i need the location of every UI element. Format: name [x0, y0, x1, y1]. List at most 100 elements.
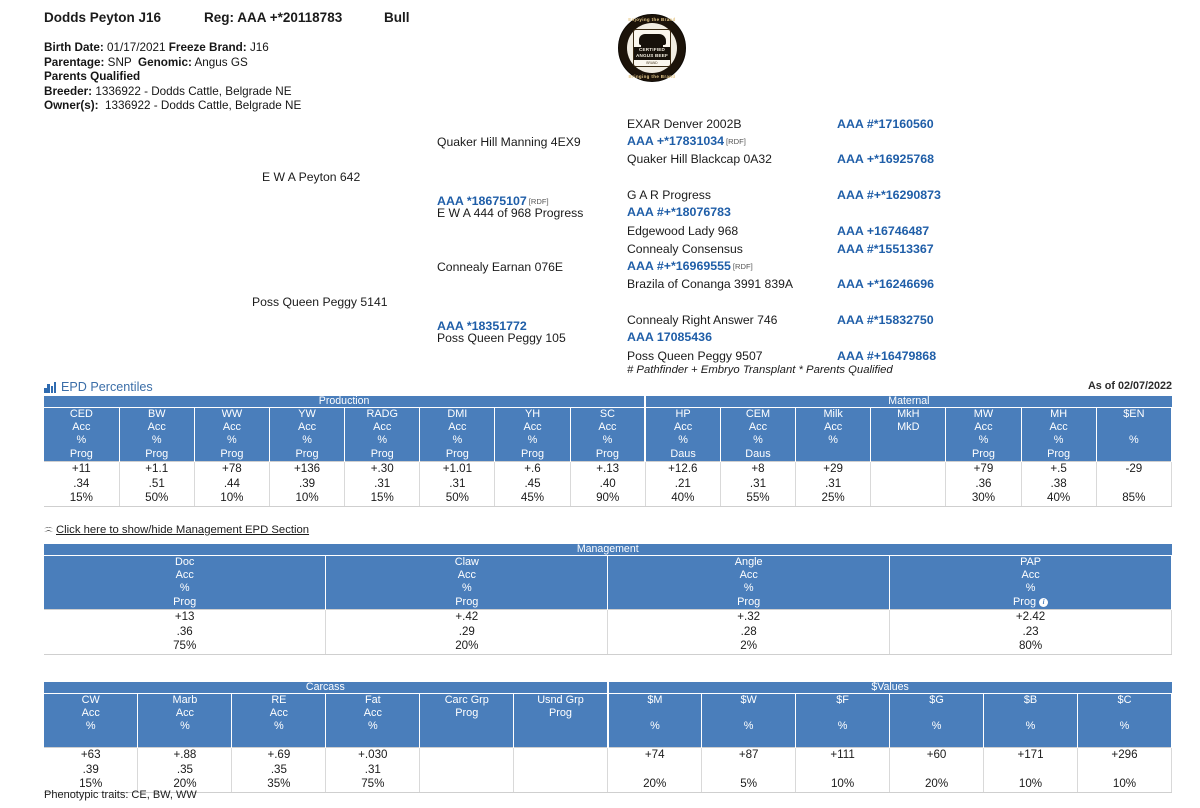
column-header-line [1097, 421, 1171, 434]
data-cell--w: +87 5% [701, 746, 797, 794]
data-value: +.42 [455, 609, 479, 623]
animal-registration: Reg: AAA +*20118783 [204, 10, 343, 25]
data-value: +29 [823, 461, 843, 475]
column-header-line: % [76, 434, 87, 447]
column-header-bw: BW Acc% Prog [119, 407, 195, 462]
column-header-line: $M [647, 694, 663, 706]
column-header-line: CEM [745, 408, 771, 420]
column-header-line [420, 720, 513, 733]
as-of-date: As of 02/07/2022 [1087, 380, 1172, 392]
column-header-line [1078, 707, 1171, 720]
column-header-line: YW [298, 408, 316, 420]
pedigree-great-registration[interactable]: AAA #*15832750 [837, 313, 934, 327]
column-header-line: % [1025, 582, 1036, 595]
data-cell--c: +296 10% [1077, 746, 1173, 794]
pedigree-great-registration[interactable]: AAA +*16925768 [837, 152, 935, 166]
column-header--b: $B % [983, 693, 1078, 748]
data-value [1078, 763, 1171, 778]
column-header-line: % [931, 720, 942, 733]
data-value [871, 491, 945, 506]
pedigree-great-name: Poss Queen Peggy 9507 [627, 349, 763, 363]
column-header-line: $G [929, 694, 944, 706]
pedigree-legend: # Pathfinder + Embryo Transplant * Paren… [627, 364, 893, 376]
pedigree-ancestor-registration[interactable]: AAA *18675107 [RDF] [437, 194, 549, 208]
column-header-line: WW [221, 408, 243, 420]
data-value: .21 [674, 476, 691, 490]
pedigree-great-registration[interactable]: AAA #*15513367 [837, 242, 934, 256]
pedigree-ancestor-name: E W A 444 of 968 Progress [437, 206, 584, 220]
data-value: .35 [270, 762, 287, 776]
column-header-line: $C [1117, 694, 1132, 706]
column-header-ced: CED Acc% Prog [44, 407, 120, 462]
data-value: 75% [173, 639, 197, 653]
pedigree-great-name: EXAR Denver 2002B [627, 117, 742, 131]
pedigree-grandparent-registration[interactable]: AAA #+*16969555 [RDF] [627, 259, 753, 273]
column-header-line [232, 734, 325, 747]
pedigree-grandparent-registration[interactable]: AAA +*17831034 [RDF] [627, 134, 746, 148]
data-cell--en: -29 85% [1096, 460, 1173, 508]
table-group-label: $Values [607, 682, 1172, 694]
data-value: +111 [830, 747, 855, 761]
table-header-row: Doc Acc% Prog Claw Acc% Prog Angle Acc% Prog PAP A… [44, 555, 1172, 610]
table-group-row: Carcass $Values [44, 682, 1172, 694]
pedigree-grandparent-registration[interactable]: AAA #+*18076783 [627, 205, 731, 219]
pedigree-ancestor-name: Connealy Earnan 076E [437, 260, 564, 274]
pedigree-great-registration[interactable]: AAA #+*16290873 [837, 188, 941, 202]
data-value: .31 [825, 476, 842, 490]
data-value: 20% [455, 639, 479, 653]
pedigree-great-name: Edgewood Lady 968 [627, 224, 739, 238]
data-value: +136 [293, 461, 321, 475]
pedigree-great-registration[interactable]: AAA #+16479868 [837, 349, 937, 363]
data-value: .36 [975, 476, 992, 490]
pedigree-ancestor-name: Poss Queen Peggy 5141 [252, 295, 388, 309]
logo-band: CERTIFIED ANGUS BEEF [634, 47, 670, 60]
column-header-line: % [227, 434, 237, 447]
column-header-cem: CEM Acc% Daus [720, 407, 797, 462]
pedigree-grandparent-registration[interactable]: AAA 17085436 [627, 330, 712, 344]
info-icon[interactable]: i [1039, 597, 1049, 607]
column-header-line [890, 734, 983, 747]
data-value [984, 763, 1077, 778]
column-header-line: Acc [147, 421, 166, 434]
data-cell--f: +111 10% [795, 746, 891, 794]
table-row: +63.39 15% +.88.35 20% +.69.35 35% +.030.31 75%… [44, 746, 1173, 794]
column-header-line: Prog [295, 447, 319, 460]
column-header-line: SC [599, 408, 615, 420]
parentage-value: SNP [107, 55, 132, 69]
data-value: .45 [524, 476, 541, 490]
pedigree-great-registration[interactable]: AAA +16746487 [837, 224, 930, 238]
column-header-line [44, 734, 137, 747]
birth-date-value: 01/17/2021 [107, 41, 166, 54]
column-header-re: RE Acc% [231, 693, 327, 748]
column-header-cw: CW Acc% [44, 693, 139, 748]
data-value: +.030 [358, 747, 388, 761]
data-value: +1.1 [145, 461, 169, 475]
pedigree-great-registration[interactable]: AAA #*17160560 [837, 117, 934, 131]
data-value [702, 763, 795, 778]
column-header-line: Prog [737, 595, 761, 608]
column-header-dmi: DMI Acc% Prog [419, 407, 496, 462]
owner-row: Owner(s): 1336922 - Dodds Cattle, Belgra… [44, 99, 301, 114]
pedigree-great-registration[interactable]: AAA +*16246696 [837, 277, 935, 291]
column-header--m: $M % [606, 693, 703, 748]
column-header-line: Prog [220, 447, 244, 460]
data-value: 50% [445, 491, 469, 505]
table-group-row: Production Maternal [44, 396, 1172, 408]
column-header-line: % [753, 434, 763, 447]
column-header-line: YH [524, 408, 541, 420]
toggle-management-epd-link[interactable]: Click here to show/hide Management EPD S… [44, 524, 309, 536]
pedigree-ancestor-registration[interactable]: AAA *18351772 [437, 319, 527, 333]
data-cell-claw: +.42.29 20% [325, 608, 609, 656]
column-header-line: Acc [175, 707, 194, 720]
data-value: .31 [749, 476, 767, 490]
table-group-label: Production [44, 396, 647, 408]
data-value: +.5 [1050, 461, 1067, 475]
data-cell-bw: +1.1.51 50% [119, 460, 195, 508]
pedigree-great-name: Brazila of Conanga 3991 839A [627, 277, 794, 291]
column-header-claw: Claw Acc% Prog [325, 555, 609, 610]
column-header-line [514, 734, 606, 747]
column-header-line: % [179, 582, 190, 595]
column-header-line: RADG [366, 408, 398, 420]
column-header-line: BW [147, 408, 166, 420]
column-header-line: Acc [297, 421, 317, 434]
